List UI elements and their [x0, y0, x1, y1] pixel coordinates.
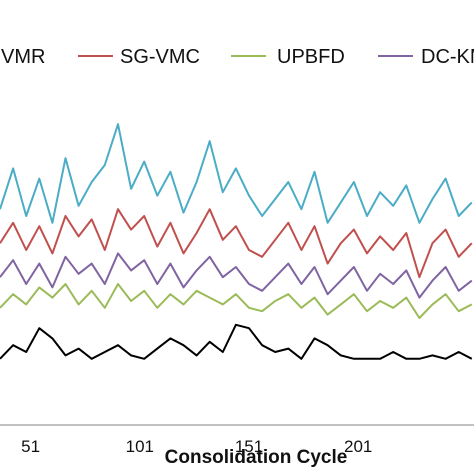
x-tick-label: 151: [235, 437, 263, 456]
series-line-sg-vmc: [0, 208, 473, 279]
x-tick-label: 51: [21, 437, 40, 456]
legend-label-dc-km: DC-KM: [421, 46, 474, 68]
legend-label-sg-vmc: SG-VMC: [120, 46, 200, 68]
series-line-upbfd: [0, 283, 473, 319]
x-tick-label: 201: [344, 437, 372, 456]
series-line-vmr: [0, 123, 473, 224]
legend-label-vmr: VMR: [1, 46, 45, 68]
x-ticks: 51 101 151 201: [21, 437, 372, 456]
x-tick-label: 101: [126, 437, 154, 456]
series-line-baseline: [0, 323, 473, 360]
series-line-dc-km: [0, 252, 473, 299]
legend-label-upbfd: UPBFD: [277, 46, 345, 68]
x-axis-title: Consolidation Cycle: [165, 447, 348, 468]
plot-area: [0, 123, 473, 360]
legend: VMR SG-VMC UPBFD DC-KM: [1, 46, 474, 68]
